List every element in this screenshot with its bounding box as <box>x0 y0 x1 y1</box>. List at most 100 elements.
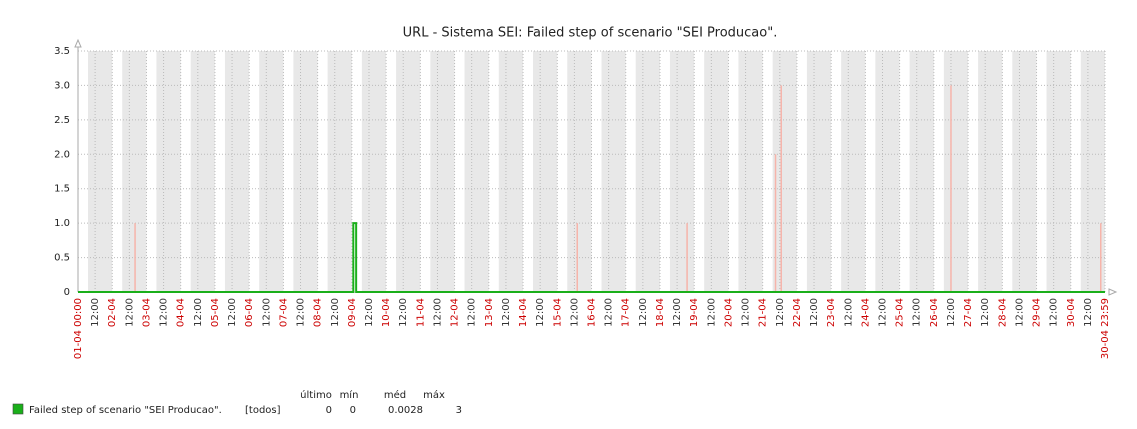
x-tick-label: 06-04 <box>244 298 255 327</box>
legend-col: último <box>300 389 332 401</box>
x-tick-label: 12:00 <box>946 298 957 327</box>
x-tick-label: 12:00 <box>878 298 889 327</box>
x-tick-label: 12:00 <box>124 298 135 327</box>
x-tick-label: 12:00 <box>741 298 752 327</box>
x-tick-label: 12:00 <box>296 298 307 327</box>
x-tick-label: 12:00 <box>706 298 717 327</box>
y-tick-label: 0.5 <box>54 253 70 264</box>
x-tick-label: 12:00 <box>1014 298 1025 327</box>
grid <box>77 50 1106 293</box>
x-tick-label: 12:00 <box>501 298 512 327</box>
x-tick-label: 20-04 <box>723 298 734 327</box>
shade-band <box>704 51 729 292</box>
legend-stat: 3 <box>456 405 462 416</box>
x-tick-label: 12:00 <box>364 298 375 327</box>
x-tick-label: 15-04 <box>552 298 563 327</box>
shade-band <box>259 51 284 292</box>
shade-band <box>567 51 592 292</box>
x-tick-label: 16-04 <box>587 298 598 327</box>
x-tick-label: 12:00 <box>809 298 820 327</box>
shade-band <box>738 51 763 292</box>
x-tick-label: 12:00 <box>775 298 786 327</box>
legend-col: máx <box>423 389 445 401</box>
y-tick-label: 2.5 <box>54 115 70 126</box>
x-tick-label: 07-04 <box>278 298 289 327</box>
plot <box>74 38 1118 296</box>
x-tick-label: 12:00 <box>432 298 443 327</box>
y-tick-label: 0 <box>64 287 70 298</box>
legend-scope: [todos] <box>245 405 281 416</box>
y-tick-label: 1.5 <box>54 184 70 195</box>
x-tick-label: 30-04 <box>1066 298 1077 327</box>
x-tick-label: 10-04 <box>381 298 392 327</box>
x-tick-label: 03-04 <box>141 298 152 327</box>
x-tick-label: 12:00 <box>159 298 170 327</box>
series-line <box>78 222 1105 293</box>
legend-swatch <box>12 403 24 415</box>
shade-band <box>841 51 866 292</box>
shade-band <box>498 51 524 292</box>
x-tick-label: 12:00 <box>980 298 991 327</box>
shade-band <box>1046 51 1071 292</box>
shade-band <box>396 51 421 292</box>
shade-band <box>327 51 352 292</box>
x-tick-label: 14-04 <box>518 298 529 327</box>
x-tick-label: 11-04 <box>415 298 426 327</box>
y-tick-label: 1.0 <box>54 218 70 229</box>
shade-band <box>156 51 181 292</box>
x-axis-arrow <box>1108 288 1118 296</box>
shade-band <box>361 51 387 292</box>
x-tick-label: 01-04 00:00 <box>73 298 84 359</box>
legend-stat: 0.0028 <box>388 405 423 416</box>
x-tick-label: 12:00 <box>604 298 615 327</box>
shade-band <box>806 51 832 292</box>
x-tick-label: 12:00 <box>672 298 683 327</box>
shade-band <box>875 51 900 292</box>
y-tick-label: 3.0 <box>54 80 70 91</box>
shade-band <box>635 51 660 292</box>
y-tick-label: 3.5 <box>54 46 70 57</box>
x-tick-label: 12:00 <box>1083 298 1094 327</box>
x-tick-label: 26-04 <box>929 298 940 327</box>
x-tick-label: 12:00 <box>398 298 409 327</box>
x-tick-label: 05-04 <box>210 298 221 327</box>
x-tick-label: 18-04 <box>655 298 666 327</box>
x-tick-label: 17-04 <box>621 298 632 327</box>
x-tick-label: 12-04 <box>450 298 461 327</box>
shade-band <box>430 51 455 292</box>
shade-band <box>772 51 797 292</box>
x-tick-label: 12:00 <box>330 298 341 327</box>
x-tick-label: 12:00 <box>261 298 272 327</box>
legend-col: méd <box>384 389 406 401</box>
x-tick-label: 12:00 <box>843 298 854 327</box>
x-tick-label: 12:00 <box>1049 298 1060 327</box>
shade-band <box>943 51 969 292</box>
x-tick-label: 12:00 <box>193 298 204 327</box>
y-tick-label: 2.0 <box>54 149 70 160</box>
x-tick-label: 25-04 <box>895 298 906 327</box>
x-tick-label: 24-04 <box>860 298 871 327</box>
axis-labels: 0 0.5 1.0 1.5 2.0 2.5 3.0 3.5 01-04 00:00 12:00 02… <box>54 46 1111 359</box>
shade-band <box>224 51 250 292</box>
shade-band <box>293 51 318 292</box>
shade-band <box>601 51 626 292</box>
legend-stat: 0 <box>350 405 356 416</box>
work-time-shading <box>87 51 1105 292</box>
x-tick-label: 12:00 <box>90 298 101 327</box>
x-tick-label: 22-04 <box>792 298 803 327</box>
shade-band <box>909 51 934 292</box>
x-tick-label: 29-04 <box>1032 298 1043 327</box>
legend-label: Failed step of scenario "SEI Producao". <box>29 405 222 416</box>
x-tick-label: 13-04 <box>484 298 495 327</box>
x-tick-label: 04-04 <box>176 298 187 327</box>
shade-band <box>669 51 695 292</box>
x-tick-label: 02-04 <box>107 298 118 327</box>
x-tick-label: 12:00 <box>535 298 546 327</box>
x-tick-label: 12:00 <box>227 298 238 327</box>
shade-band <box>978 51 1003 292</box>
legend-stat: 0 <box>326 405 332 416</box>
shade-band <box>87 51 113 292</box>
y-axis-arrow <box>74 38 82 48</box>
shade-band <box>533 51 558 292</box>
